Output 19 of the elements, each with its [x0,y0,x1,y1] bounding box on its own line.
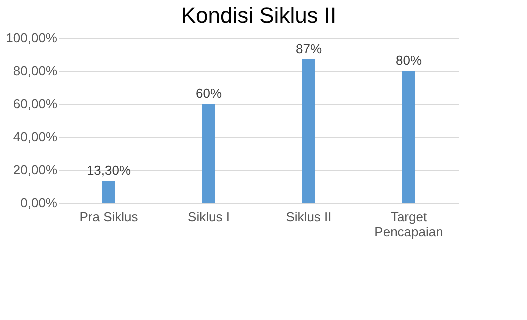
data-label: 13,30% [86,163,132,178]
y-tick-label: 0,00% [20,196,58,210]
data-label: 60% [196,86,222,101]
y-tick-label: 20,00% [13,162,58,178]
x-tick-label: Target Pencapaian [374,210,444,240]
chart-title: Kondisi Siklus II [181,3,337,28]
bar [202,104,216,203]
y-tick-label: 100,00% [6,30,58,46]
x-tick-label: Siklus II [286,210,332,224]
y-tick-label: 40,00% [13,130,58,144]
data-label: 87% [296,41,322,56]
y-tick-label: 80,00% [13,64,58,78]
bar [102,181,116,203]
bar [302,59,316,203]
bar [402,71,416,203]
x-tick-label: Pra Siklus [80,210,139,224]
y-tick-label: 60,00% [13,96,58,112]
data-label: 80% [396,53,422,68]
x-tick-label: Siklus I [188,210,230,224]
